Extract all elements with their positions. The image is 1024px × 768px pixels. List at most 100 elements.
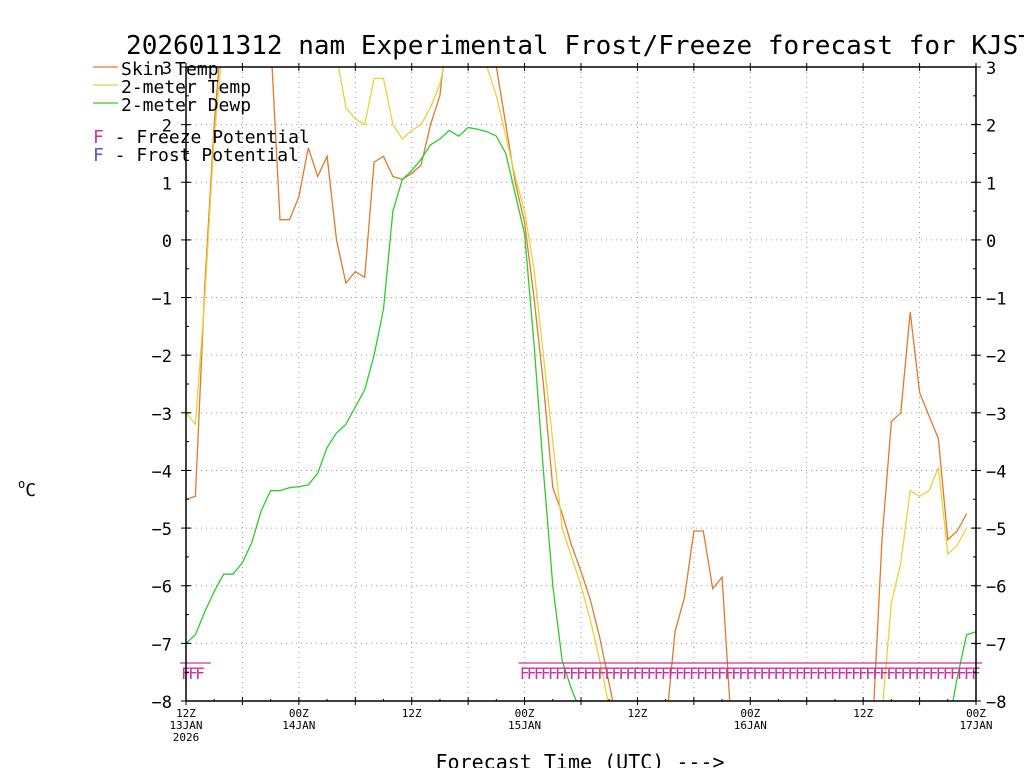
freeze-marker: F	[618, 664, 628, 683]
freeze-marker: F	[724, 664, 734, 683]
freeze-marker: F	[590, 664, 600, 683]
potential-legend-item: F - Freeze Potential	[93, 127, 310, 148]
freeze-marker: F	[569, 664, 579, 683]
freeze-marker: F	[647, 664, 657, 683]
y-tick-label-right: −2	[986, 347, 1006, 367]
series-2-meter-dewp	[186, 126, 976, 701]
x-tick-label: 12Z	[402, 707, 422, 720]
y-tick-label-right: −3	[986, 405, 1006, 425]
y-tick-label: −1	[152, 290, 172, 310]
x-tick-label: 00Z	[289, 707, 309, 720]
freeze-marker: F	[957, 664, 967, 683]
series-skin-temp	[186, 67, 968, 701]
freeze-marker: F	[922, 664, 932, 683]
freeze-marker: F	[626, 664, 636, 683]
freeze-marker: F	[809, 664, 819, 683]
freeze-marker: F	[604, 664, 614, 683]
freeze-marker: F	[640, 664, 650, 683]
y-tick-label-right: 3	[986, 59, 996, 79]
potential-legend-text: - Frost Potential	[104, 145, 299, 166]
x-tick-label: 00Z	[515, 707, 535, 720]
freeze-marker: F	[915, 664, 925, 683]
series-2-meter-temp	[186, 67, 968, 701]
freeze-marker: F	[562, 664, 572, 683]
freeze-marker: F	[943, 664, 953, 683]
freeze-marker: F	[781, 664, 791, 683]
x-tick-label: 00Z	[966, 707, 986, 720]
freeze-marker: F	[520, 664, 530, 683]
chart-title: 2026011312 nam Experimental Frost/Freeze…	[126, 31, 1024, 61]
x-tick-label: 14JAN	[282, 719, 315, 732]
freeze-marker: F	[633, 664, 643, 683]
y-tick-label-right: −1	[986, 290, 1006, 310]
y-tick-label-right: −4	[986, 462, 1006, 482]
freeze-marker: F	[682, 664, 692, 683]
freeze-marker: F	[689, 664, 699, 683]
series-group	[186, 67, 976, 701]
freeze-marker: F	[893, 664, 903, 683]
x-tick-label: 16JAN	[734, 719, 767, 732]
y-tick-label: −2	[152, 347, 172, 367]
y-tick-label-right: 1	[986, 174, 996, 194]
y-tick-label-right: −6	[986, 578, 1006, 598]
freeze-marker: F	[872, 664, 882, 683]
freeze-marker: F	[668, 664, 678, 683]
freeze-markers: FFF FFFFFFFFFFFFFFFFFFFFFFFFFFFFFFFFFFFFF…	[180, 662, 982, 683]
freeze-marker: F	[964, 664, 974, 683]
y-tick-label: 1	[162, 174, 172, 194]
freeze-marker: F	[576, 664, 586, 683]
freeze-marker: F	[879, 664, 889, 683]
freeze-marker: F	[950, 664, 960, 683]
x-tick-label: 13JAN	[169, 719, 202, 732]
x-tick-label: 12Z	[853, 707, 873, 720]
y-tick-label-right: 2	[986, 117, 996, 137]
x-tick-label: 12Z	[176, 707, 196, 720]
freeze-marker: F	[195, 664, 205, 683]
freeze-marker: F	[886, 664, 896, 683]
grid	[186, 67, 976, 701]
potential-legend-letter: F	[93, 127, 104, 148]
x-tick-label: 12Z	[627, 707, 647, 720]
y-tick-label: 0	[162, 232, 172, 252]
freeze-marker: F	[745, 664, 755, 683]
freeze-marker: F	[703, 664, 713, 683]
legend-label: 2-meter Dewp	[121, 95, 251, 116]
y-axis: 3 3 2 2 1 1 0 0 −1 −1 −2 −2 −3 −3 −4 −4 −5 −5 −6 −6 −7 −7 −8 −8	[152, 59, 1007, 713]
y-tick-label-right: −7	[986, 635, 1006, 655]
freeze-marker: F	[548, 664, 558, 683]
freeze-marker: F	[675, 664, 685, 683]
freeze-marker: F	[717, 664, 727, 683]
x-axis-label: Forecast Time (UTC) --->	[436, 750, 725, 768]
freeze-marker: F	[759, 664, 769, 683]
freeze-marker: F	[774, 664, 784, 683]
y-tick-label-right: 0	[986, 232, 996, 252]
y-tick-label: −5	[152, 520, 172, 540]
freeze-marker: F	[830, 664, 840, 683]
freeze-marker: F	[802, 664, 812, 683]
freeze-marker: F	[908, 664, 918, 683]
y-tick-label: 2	[162, 117, 172, 137]
x-tick-label: 00Z	[740, 707, 760, 720]
freeze-marker: F	[844, 664, 854, 683]
freeze-marker: F	[696, 664, 706, 683]
freeze-marker: F	[661, 664, 671, 683]
x-tick-label: 15JAN	[508, 719, 541, 732]
freeze-marker: F	[731, 664, 741, 683]
freeze-marker: F	[900, 664, 910, 683]
freeze-marker: F	[788, 664, 798, 683]
freeze-marker: F	[816, 664, 826, 683]
freeze-marker: F	[534, 664, 544, 683]
y-tick-label: −6	[152, 578, 172, 598]
freeze-marker: F	[654, 664, 664, 683]
freeze-marker: F	[858, 664, 868, 683]
y-tick-label: −7	[152, 635, 172, 655]
freeze-marker: F	[597, 664, 607, 683]
freeze-marker: F	[710, 664, 720, 683]
y-tick-label-right: −5	[986, 520, 1006, 540]
potential-legend-text: - Freeze Potential	[104, 127, 310, 148]
freeze-marker: F	[865, 664, 875, 683]
potential-legend-letter: F	[93, 145, 104, 166]
freeze-marker: F	[541, 664, 551, 683]
